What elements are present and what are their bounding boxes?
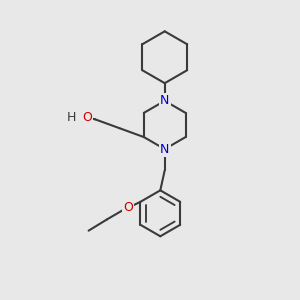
Text: N: N (160, 94, 169, 107)
Text: O: O (123, 201, 133, 214)
Text: H: H (67, 111, 76, 124)
Text: N: N (160, 142, 169, 156)
Text: O: O (82, 111, 92, 124)
